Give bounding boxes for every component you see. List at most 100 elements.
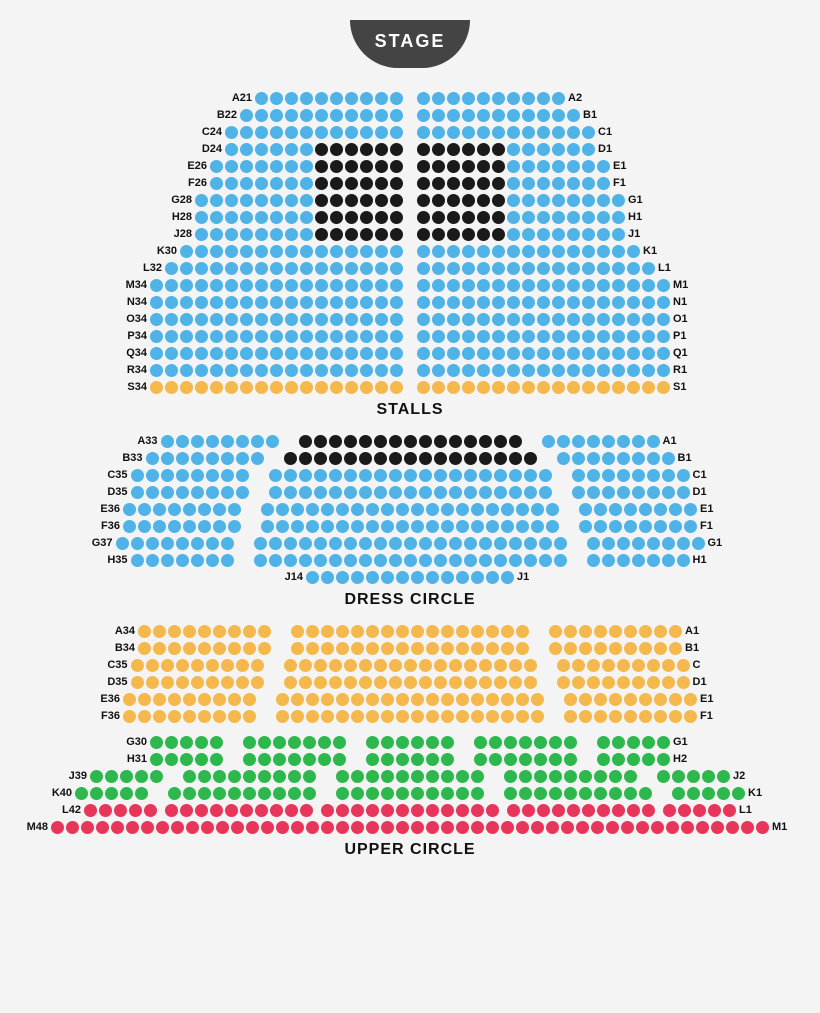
seat[interactable] [284,554,297,567]
seat[interactable] [537,211,550,224]
seat[interactable] [336,693,349,706]
seat[interactable] [552,211,565,224]
seat[interactable] [464,659,477,672]
seat[interactable] [654,625,667,638]
seat[interactable] [539,537,552,550]
seat[interactable] [582,245,595,258]
seat[interactable] [456,503,469,516]
seat[interactable] [456,821,469,834]
seat[interactable] [345,109,358,122]
seat[interactable] [318,736,331,749]
seat[interactable] [537,194,550,207]
seat[interactable] [509,554,522,567]
seat[interactable] [492,143,505,156]
seat[interactable] [315,211,328,224]
seat[interactable] [557,452,570,465]
seat[interactable] [432,194,445,207]
seat[interactable] [285,143,298,156]
seat[interactable] [150,313,163,326]
seat[interactable] [273,753,286,766]
seat[interactable] [471,625,484,638]
seat[interactable] [285,194,298,207]
seat[interactable] [432,296,445,309]
seat[interactable] [509,469,522,482]
seat[interactable] [285,296,298,309]
seat[interactable] [315,313,328,326]
seat[interactable] [471,520,484,533]
seat[interactable] [123,503,136,516]
seat[interactable] [477,262,490,275]
seat[interactable] [168,787,181,800]
seat[interactable] [195,381,208,394]
seat[interactable] [288,770,301,783]
seat[interactable] [144,804,157,817]
seat[interactable] [587,659,600,672]
seat[interactable] [374,486,387,499]
seat[interactable] [552,194,565,207]
seat[interactable] [669,710,682,723]
seat[interactable] [221,554,234,567]
seat[interactable] [432,245,445,258]
seat[interactable] [183,693,196,706]
seat[interactable] [306,625,319,638]
seat[interactable] [426,625,439,638]
seat[interactable] [464,486,477,499]
seat[interactable] [206,452,219,465]
seat[interactable] [639,503,652,516]
seat[interactable] [300,279,313,292]
seat[interactable] [336,503,349,516]
seat[interactable] [270,126,283,139]
seat[interactable] [210,753,223,766]
seat[interactable] [654,710,667,723]
seat[interactable] [522,330,535,343]
seat[interactable] [360,296,373,309]
seat[interactable] [411,571,424,584]
seat[interactable] [636,821,649,834]
seat[interactable] [303,736,316,749]
seat[interactable] [366,770,379,783]
seat[interactable] [557,659,570,672]
seat[interactable] [417,245,430,258]
seat[interactable] [131,676,144,689]
seat[interactable] [432,177,445,190]
seat[interactable] [411,770,424,783]
seat[interactable] [183,503,196,516]
seat[interactable] [486,693,499,706]
seat[interactable] [434,435,447,448]
seat[interactable] [315,92,328,105]
seat[interactable] [492,109,505,122]
seat[interactable] [441,753,454,766]
seat[interactable] [516,693,529,706]
seat[interactable] [228,693,241,706]
seat[interactable] [612,753,625,766]
seat[interactable] [225,381,238,394]
seat[interactable] [300,381,313,394]
seat[interactable] [228,625,241,638]
seat[interactable] [315,364,328,377]
seat[interactable] [285,804,298,817]
seat[interactable] [524,676,537,689]
seat[interactable] [270,160,283,173]
seat[interactable] [531,693,544,706]
seat[interactable] [131,469,144,482]
seat[interactable] [195,296,208,309]
seat[interactable] [366,736,379,749]
seat[interactable] [240,228,253,241]
seat[interactable] [609,710,622,723]
seat[interactable] [687,770,700,783]
seat[interactable] [426,753,439,766]
seat[interactable] [270,109,283,122]
seat[interactable] [381,821,394,834]
seat[interactable] [270,804,283,817]
seat[interactable] [417,364,430,377]
seat[interactable] [216,821,229,834]
seat[interactable] [477,313,490,326]
seat[interactable] [240,804,253,817]
seat[interactable] [546,503,559,516]
seat[interactable] [492,160,505,173]
seat[interactable] [462,109,475,122]
seat[interactable] [507,211,520,224]
seat[interactable] [464,554,477,567]
seat[interactable] [359,676,372,689]
seat[interactable] [375,228,388,241]
